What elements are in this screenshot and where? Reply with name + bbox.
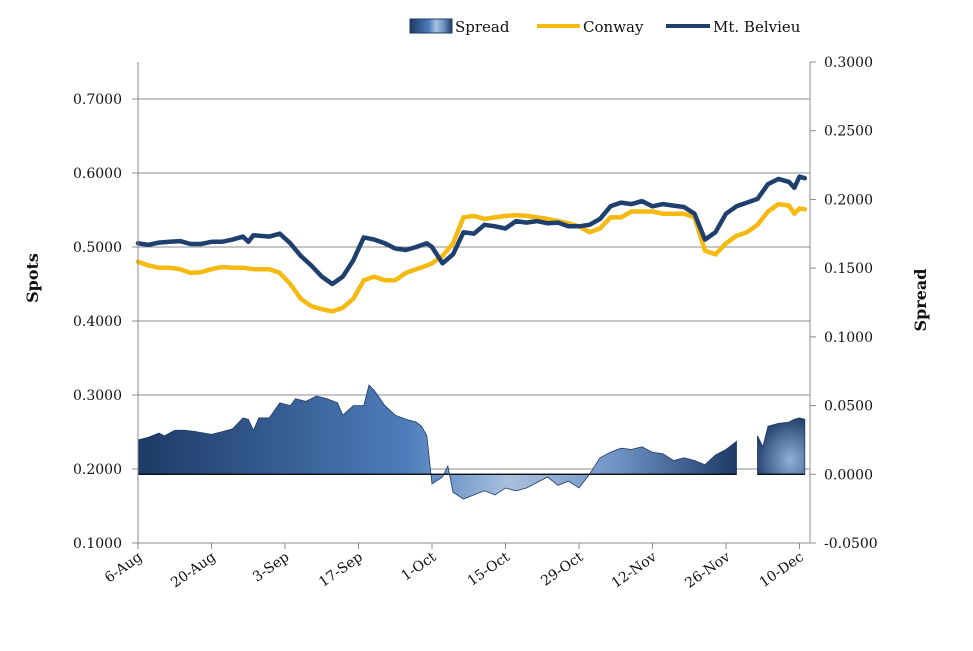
right-axis-ticks: -0.0500 0.0000 0.0500 0.1000 0.1500 0.2000 0.2… [810, 55, 878, 552]
left-tick-label: 0.4000 [73, 314, 122, 330]
x-tick-label: 12-Nov [609, 549, 660, 591]
axes [137, 62, 811, 544]
left-axis-ticks: 0.1000 0.2000 0.3000 0.4000 0.5000 0.6000 0.70… [73, 92, 138, 552]
right-tick-label: -0.0500 [824, 536, 878, 552]
left-tick-label: 0.2000 [73, 462, 122, 478]
x-tick-label: 1-Oct [399, 549, 440, 584]
legend-label-spread: Spread [455, 18, 510, 36]
right-tick-label: 0.2500 [824, 124, 873, 140]
right-axis-title: Spread [911, 269, 930, 332]
legend-swatch-spread [409, 18, 453, 34]
legend: Spread Conway Mt. Belvieu [409, 18, 801, 36]
x-tick-label: 29-Oct [538, 549, 586, 590]
spread-area [137, 384, 806, 500]
x-axis-ticks: 6-Aug 20-Aug 3-Sep 17-Sep 1-Oct 15-Oct 29-Oct 1… [102, 543, 807, 592]
right-tick-label: 0.1500 [824, 261, 873, 277]
left-tick-label: 0.1000 [73, 536, 122, 552]
x-tick-label: 15-Oct [465, 549, 513, 590]
series-line-conway [135, 201, 808, 314]
left-tick-label: 0.5000 [73, 240, 122, 256]
right-tick-label: 0.0000 [824, 467, 873, 483]
legend-label-conway: Conway [583, 18, 644, 36]
spread-area-segment [137, 384, 737, 500]
x-tick-label: 20-Aug [168, 549, 219, 591]
series-line-mt-belvieu [135, 174, 808, 287]
gridlines [138, 98, 810, 470]
spread-area-segment [757, 417, 806, 475]
x-tick-label: 3-Sep [250, 549, 292, 585]
right-tick-label: 0.0500 [824, 399, 873, 415]
x-tick-label: 26-Nov [682, 549, 733, 591]
series-lines [135, 174, 808, 314]
left-tick-label: 0.6000 [73, 166, 122, 182]
left-axis-title: Spots [23, 253, 42, 303]
x-tick-label: 10-Dec [757, 549, 807, 591]
left-tick-label: 0.3000 [73, 388, 122, 404]
right-tick-label: 0.2000 [824, 192, 873, 208]
x-tick-label: 6-Aug [102, 549, 145, 586]
right-tick-label: 0.3000 [824, 55, 873, 71]
left-tick-label: 0.7000 [73, 92, 122, 108]
legend-label-belvieu: Mt. Belvieu [713, 18, 801, 36]
right-tick-label: 0.1000 [824, 330, 873, 346]
x-tick-label: 17-Sep [316, 549, 366, 590]
